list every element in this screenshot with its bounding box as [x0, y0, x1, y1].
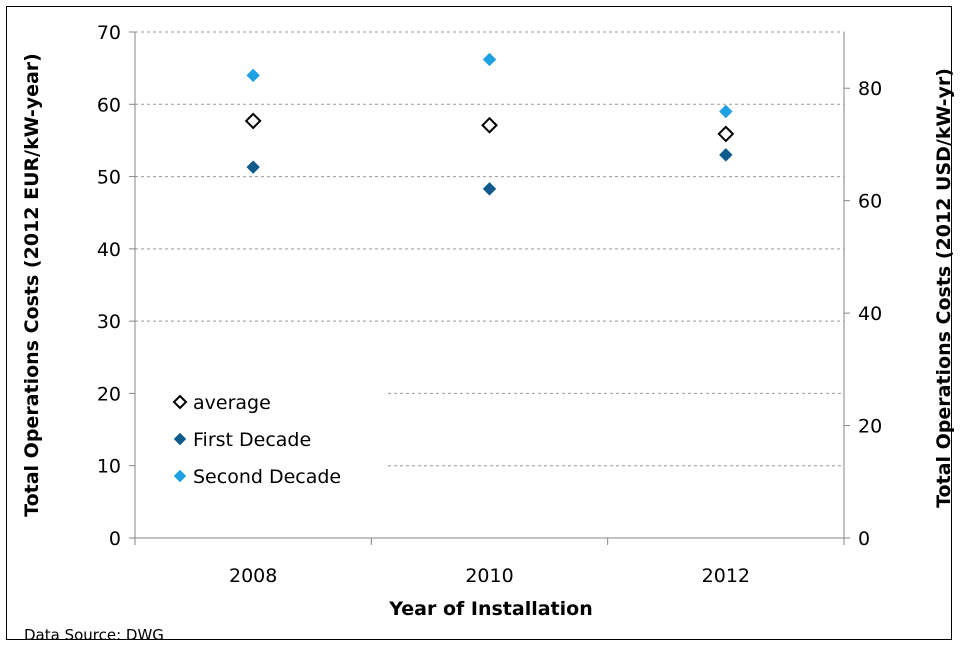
data-source: Data Source: DWG — [24, 626, 164, 644]
y-tick-label: 30 — [97, 311, 121, 333]
data-point-second-decade — [482, 52, 497, 67]
x-tick-label: 2012 — [702, 565, 750, 587]
y2-tick-label: 40 — [858, 303, 882, 325]
x-axis-title: Year of Installation — [388, 598, 592, 620]
y-tick-label: 50 — [97, 167, 121, 189]
legend-label: average — [193, 392, 271, 414]
y-axis-ticks: 0 10 20 30 40 50 60 70 — [97, 22, 135, 550]
x-axis-ticks: 2008 2010 2012 — [134, 538, 845, 587]
gridlines — [135, 31, 844, 467]
y-tick-label: 20 — [97, 383, 121, 405]
y2-axis-ticks: 0 20 40 60 80 — [844, 78, 882, 550]
data-point-average — [717, 125, 735, 143]
x-tick-label: 2010 — [465, 565, 513, 587]
legend-label: First Decade — [193, 429, 311, 451]
y-tick-label: 0 — [109, 528, 121, 550]
axes — [134, 32, 845, 539]
data-point-second-decade — [246, 68, 260, 83]
y2-tick-label: 20 — [858, 416, 882, 438]
y2-tick-label: 0 — [858, 528, 870, 550]
data-point-first-decade — [246, 160, 260, 174]
legend-marker-average — [172, 394, 188, 410]
legend-marker-first-decade — [173, 432, 187, 446]
legend: average First Decade Second Decade — [172, 392, 341, 488]
y-axis-title: Total Operations Costs (2012 EUR/kW-year… — [21, 53, 43, 517]
data-point-first-decade — [482, 182, 497, 196]
data-point-first-decade — [719, 148, 733, 162]
chart-frame — [6, 6, 952, 640]
x-tick-label: 2008 — [229, 565, 277, 587]
legend-marker-second-decade — [173, 469, 187, 483]
y-tick-label: 60 — [97, 94, 121, 116]
y-tick-label: 40 — [97, 239, 121, 261]
y2-axis-title: Total Operations Costs (2012 USD/kW-yr) — [933, 68, 955, 508]
y2-tick-label: 60 — [858, 191, 882, 213]
data-point-average — [244, 112, 262, 130]
data-point-second-decade — [719, 104, 733, 119]
y-tick-label: 10 — [97, 456, 121, 478]
y-tick-label: 70 — [97, 22, 121, 44]
data-points — [244, 52, 735, 196]
data-point-average — [481, 116, 498, 134]
legend-label: Second Decade — [193, 466, 341, 488]
y2-tick-label: 80 — [858, 78, 882, 100]
